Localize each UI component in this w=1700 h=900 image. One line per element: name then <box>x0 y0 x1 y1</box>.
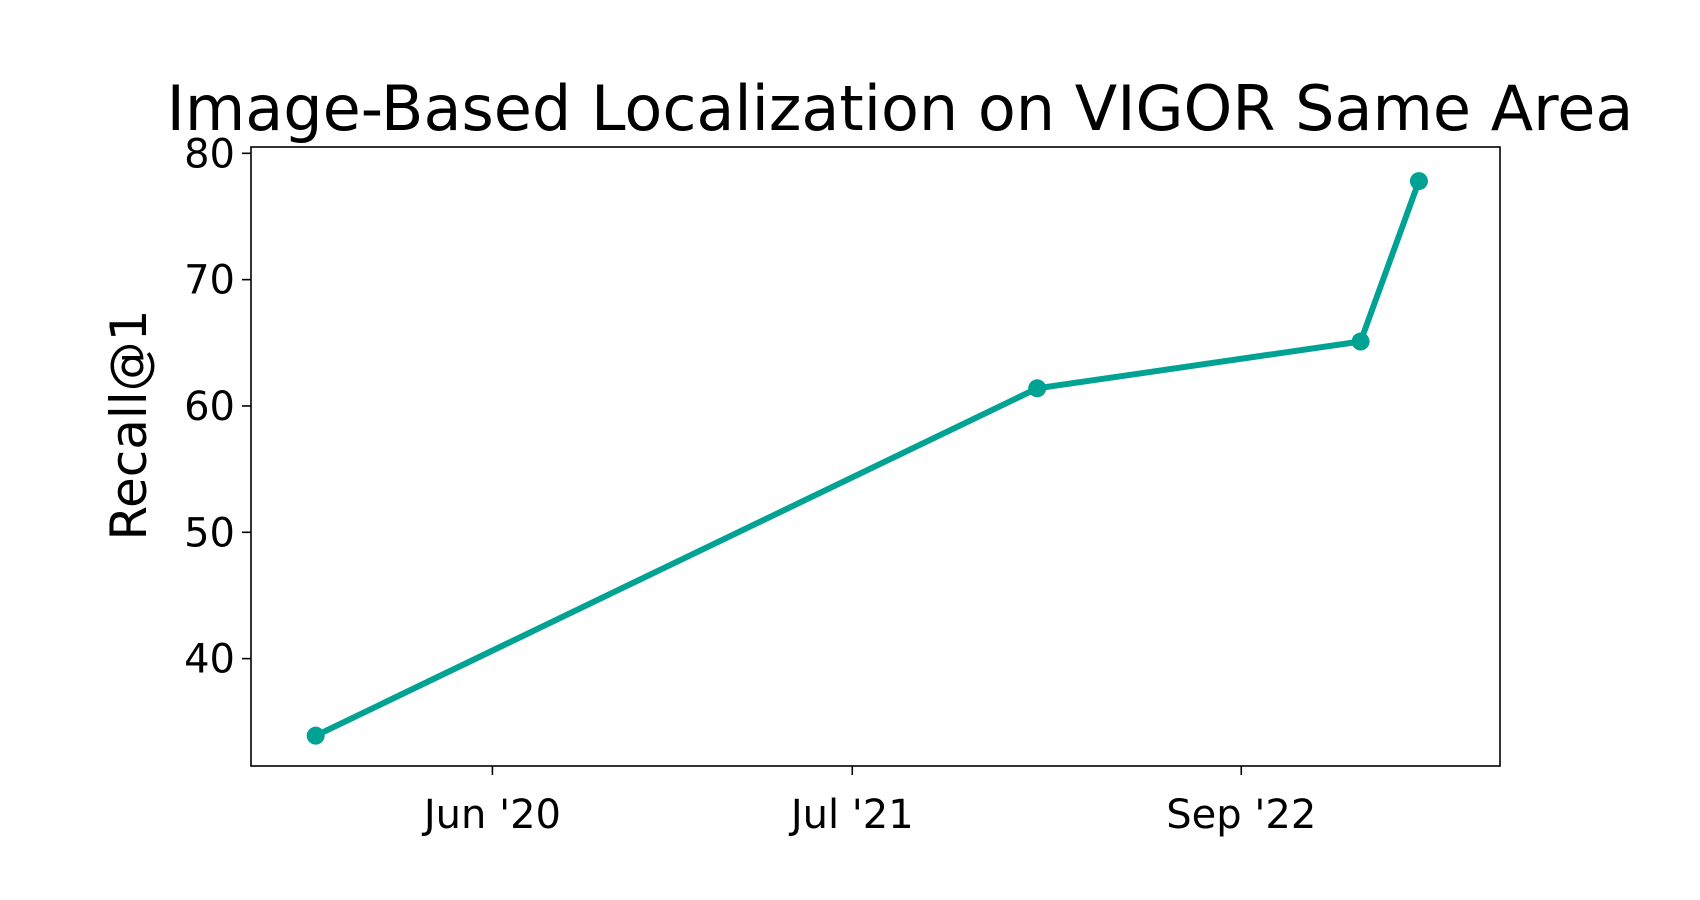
y-tick-label: 60 <box>184 384 235 430</box>
data-point <box>1409 172 1428 191</box>
y-tick-label: 50 <box>184 510 235 556</box>
chart-title: Image-Based Localization on VIGOR Same A… <box>167 72 1634 145</box>
data-point <box>306 726 325 745</box>
y-tick-label: 70 <box>184 258 235 304</box>
x-tick-label: Jul '21 <box>788 792 914 838</box>
y-axis-title: Recall@1 <box>100 310 158 541</box>
x-tick-label: Jun '20 <box>421 792 561 838</box>
plot-frame <box>250 146 1501 767</box>
data-point <box>1028 379 1047 398</box>
series-line <box>312 178 1422 739</box>
y-tick-label: 80 <box>184 131 235 177</box>
data-point <box>1351 332 1370 351</box>
y-tick-label: 40 <box>184 637 235 683</box>
x-tick-label: Sep '22 <box>1166 792 1316 838</box>
plot-area: 40 50 60 70 80 Jun '20 Jul '21 Sep '22 <box>184 131 1501 838</box>
